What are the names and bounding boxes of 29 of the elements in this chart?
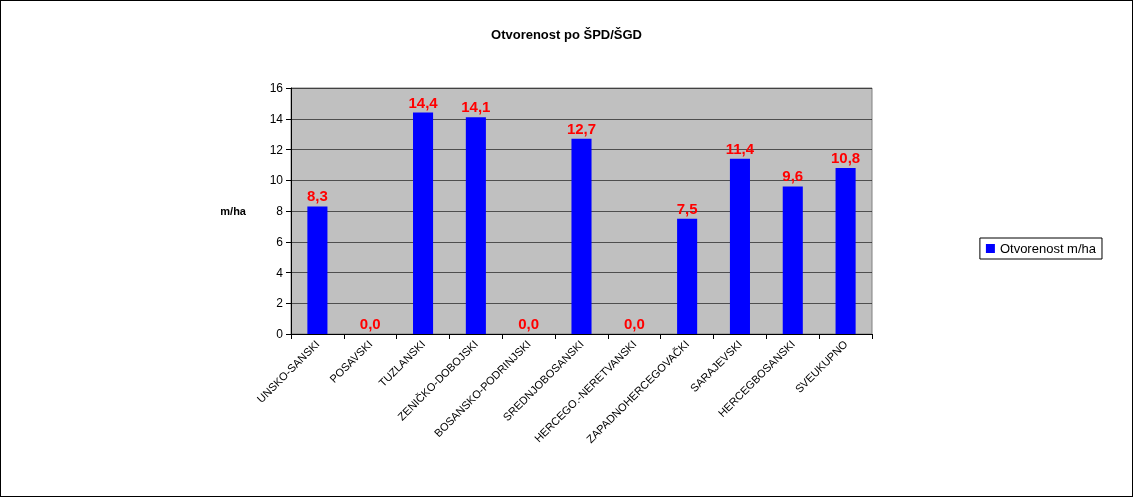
y-tick-label: 6 xyxy=(276,234,284,249)
bar xyxy=(571,138,592,334)
legend-label: Otvorenost m/ha xyxy=(999,241,1097,256)
bar xyxy=(835,167,856,334)
data-label: 0,0 xyxy=(518,315,540,332)
y-tick-label: 16 xyxy=(269,81,284,95)
y-tick-label: 2 xyxy=(276,296,284,311)
data-label: 9,6 xyxy=(782,167,804,185)
data-label: 8,3 xyxy=(306,187,328,205)
data-label: 12,7 xyxy=(566,119,597,137)
y-tick-label: 4 xyxy=(276,265,284,280)
y-axis-title: m/ha xyxy=(220,205,247,217)
bar xyxy=(677,218,698,334)
bar xyxy=(729,158,750,334)
bar xyxy=(307,206,328,334)
data-label: 10,8 xyxy=(830,148,861,166)
data-label: 14,1 xyxy=(461,98,491,116)
y-tick-label: 12 xyxy=(269,142,284,157)
y-tick-label: 14 xyxy=(269,111,284,126)
data-label: 0,0 xyxy=(359,315,381,332)
bar xyxy=(782,186,803,334)
data-label: 0,0 xyxy=(623,315,645,332)
y-tick-label: 0 xyxy=(276,327,284,341)
bar xyxy=(465,117,486,334)
y-tick-label: 10 xyxy=(269,173,284,188)
y-tick-label: 8 xyxy=(276,204,284,218)
bar xyxy=(413,112,434,334)
data-label: 14,4 xyxy=(408,93,439,111)
chart-title: Otvorenost po ŠPD/ŠGD xyxy=(491,27,642,42)
